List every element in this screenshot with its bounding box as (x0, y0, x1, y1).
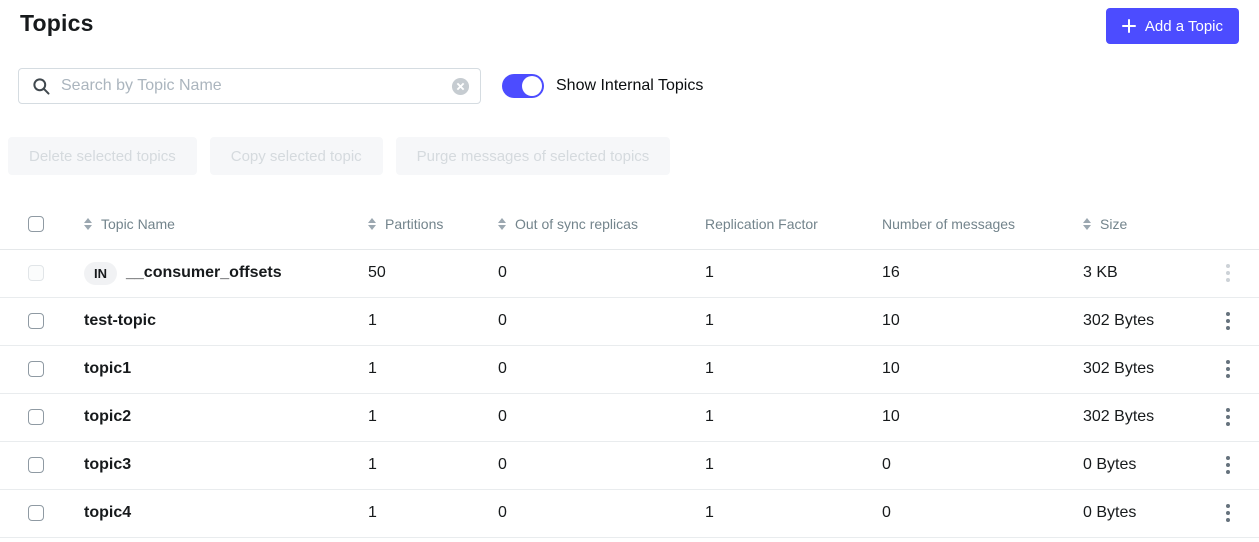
topic-name-link[interactable]: topic1 (84, 360, 132, 377)
row-menu-icon[interactable] (1222, 356, 1234, 382)
row-menu-icon[interactable] (1222, 500, 1234, 526)
size-value: 0 Bytes (1083, 456, 1137, 473)
partitions-value: 50 (368, 264, 386, 281)
messages-value: 10 (882, 360, 900, 377)
table-header-row: Topic Name Partitions Out of sync replic… (0, 200, 1259, 250)
clear-search-icon[interactable] (451, 77, 470, 96)
table-row-topic1: topic1 1 0 1 10 302 Bytes (0, 345, 1259, 394)
replication-factor-value: 1 (705, 360, 714, 377)
partitions-value: 1 (368, 360, 377, 377)
search-box (18, 68, 481, 104)
row-checkbox[interactable] (28, 505, 44, 521)
row-checkbox[interactable] (28, 265, 44, 281)
replication-factor-value: 1 (705, 408, 714, 425)
size-value: 3 KB (1083, 264, 1118, 281)
add-topic-button-label: Add a Topic (1144, 17, 1223, 35)
search-input[interactable] (19, 69, 480, 103)
row-checkbox[interactable] (28, 361, 44, 377)
out-of-sync-value: 0 (498, 408, 507, 425)
size-value: 302 Bytes (1083, 408, 1155, 425)
table-row-topic2: topic2 1 0 1 10 302 Bytes (0, 393, 1259, 442)
purge-messages-button[interactable]: Purge messages of selected topics (395, 137, 671, 175)
topic-name-link[interactable]: topic2 (84, 408, 132, 425)
sort-icon[interactable] (1083, 218, 1091, 231)
partitions-value: 1 (368, 312, 377, 329)
replication-factor-value: 1 (705, 504, 714, 521)
replication-factor-value: 1 (705, 456, 714, 473)
partitions-value: 1 (368, 456, 377, 473)
show-internal-toggle[interactable] (502, 74, 544, 98)
controls-row: Show Internal Topics (18, 68, 1239, 104)
show-internal-toggle-group: Show Internal Topics (502, 74, 703, 98)
out-of-sync-value: 0 (498, 312, 507, 329)
replication-factor-value: 1 (705, 312, 714, 329)
bulk-actions-row: Delete selected topics Copy selected top… (8, 137, 1259, 175)
row-checkbox[interactable] (28, 409, 44, 425)
replication-factor-value: 1 (705, 264, 714, 281)
table-row-test-topic: test-topic 1 0 1 10 302 Bytes (0, 297, 1259, 346)
column-header-partitions[interactable]: Partitions (368, 216, 498, 232)
partitions-value: 1 (368, 504, 377, 521)
out-of-sync-value: 0 (498, 360, 507, 377)
messages-value: 16 (882, 264, 900, 281)
table-row-topic4: topic4 1 0 1 0 0 Bytes (0, 489, 1259, 538)
out-of-sync-value: 0 (498, 264, 507, 281)
messages-value: 0 (882, 504, 891, 521)
page-title: Topics (20, 10, 94, 36)
row-checkbox[interactable] (28, 313, 44, 329)
search-icon (33, 78, 50, 95)
internal-topic-badge: IN (84, 261, 117, 285)
partitions-value: 1 (368, 408, 377, 425)
column-header-number-of-messages: Number of messages (882, 216, 1016, 233)
topic-name-link[interactable]: topic3 (84, 456, 132, 473)
sort-icon[interactable] (368, 218, 376, 231)
column-header-out-of-sync-replicas[interactable]: Out of sync replicas (498, 216, 705, 232)
column-header-size[interactable]: Size (1083, 216, 1210, 232)
size-value: 302 Bytes (1083, 360, 1155, 377)
row-checkbox[interactable] (28, 457, 44, 473)
page-header: Topics Add a Topic (0, 0, 1259, 44)
messages-value: 10 (882, 408, 900, 425)
sort-icon[interactable] (498, 218, 506, 231)
topic-name-link[interactable]: topic4 (84, 504, 132, 521)
row-menu-icon[interactable] (1222, 260, 1234, 286)
row-menu-icon[interactable] (1222, 404, 1234, 430)
row-menu-icon[interactable] (1222, 452, 1234, 478)
plus-icon (1121, 19, 1136, 33)
add-topic-button[interactable]: Add a Topic (1105, 8, 1239, 44)
size-value: 302 Bytes (1083, 312, 1155, 329)
size-value: 0 Bytes (1083, 504, 1137, 521)
toggle-knob (522, 76, 542, 96)
copy-selected-topic-button[interactable]: Copy selected topic (209, 137, 383, 175)
topics-table: Topic Name Partitions Out of sync replic… (0, 200, 1259, 538)
topic-name-link[interactable]: __consumer_offsets (126, 264, 282, 281)
messages-value: 10 (882, 312, 900, 329)
delete-selected-topics-button[interactable]: Delete selected topics (8, 137, 197, 175)
column-header-topic-name[interactable]: Topic Name (84, 216, 368, 232)
column-header-replication-factor: Replication Factor (705, 216, 818, 233)
out-of-sync-value: 0 (498, 456, 507, 473)
row-menu-icon[interactable] (1222, 308, 1234, 334)
select-all-checkbox[interactable] (28, 216, 44, 233)
show-internal-toggle-label: Show Internal Topics (556, 77, 704, 94)
sort-icon[interactable] (84, 218, 92, 231)
table-row-consumer-offsets: IN __consumer_offsets 50 0 1 16 3 KB (0, 249, 1259, 298)
topic-name-link[interactable]: test-topic (84, 312, 156, 329)
out-of-sync-value: 0 (498, 504, 507, 521)
table-row-topic3: topic3 1 0 1 0 0 Bytes (0, 441, 1259, 490)
messages-value: 0 (882, 456, 891, 473)
